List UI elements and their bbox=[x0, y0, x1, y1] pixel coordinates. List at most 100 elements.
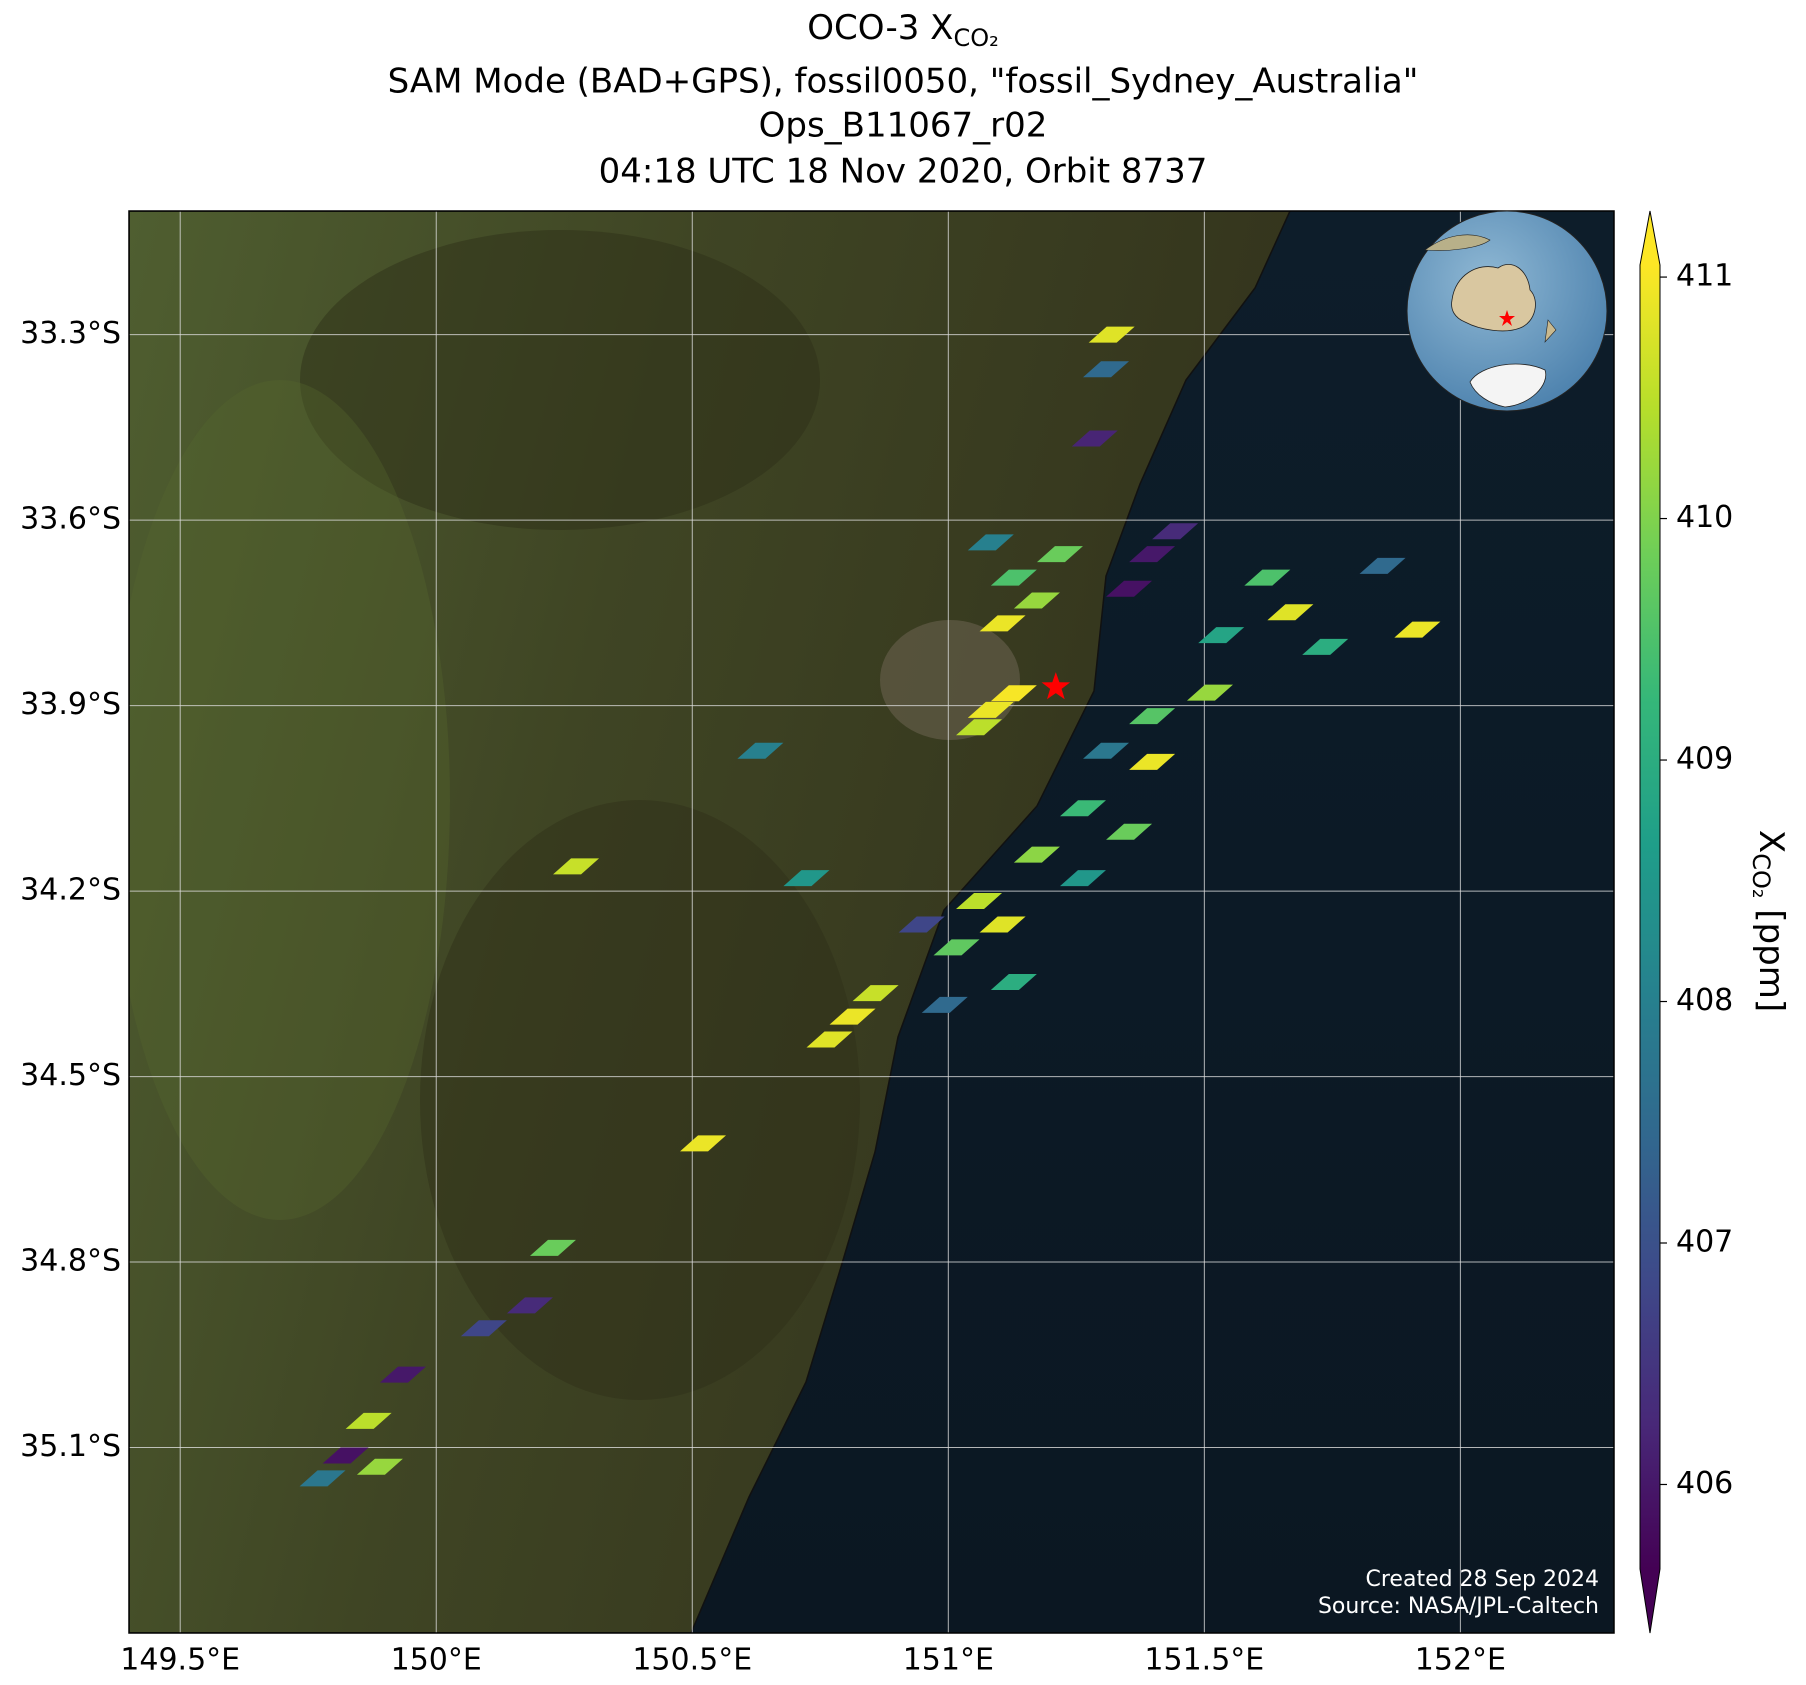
colorbar-label-unit: [ppm] bbox=[1752, 898, 1792, 1012]
globe-inset bbox=[1406, 210, 1608, 412]
colorbar-tick-label: 406 bbox=[1676, 1466, 1733, 1501]
title-sub: CO₂ bbox=[953, 24, 998, 52]
sounding-cell bbox=[1083, 742, 1130, 759]
colorbar-tick-label: 410 bbox=[1676, 500, 1733, 535]
land bbox=[129, 211, 1291, 1633]
sounding-cell bbox=[737, 742, 784, 759]
colorbar-tick-label: 409 bbox=[1676, 742, 1733, 777]
colorbar: 406 407 408 409 410 411 bbox=[1639, 210, 1733, 1634]
sounding-cell bbox=[1359, 557, 1406, 574]
colorbar-tick-label: 411 bbox=[1676, 259, 1733, 294]
annotation: Source: NASA/JPL-Caltech bbox=[1318, 1594, 1599, 1619]
sounding-cell bbox=[1129, 753, 1176, 770]
sounding-cell bbox=[967, 534, 1014, 551]
colorbar-label-sub: CO₂ bbox=[1747, 853, 1775, 898]
subtitle: 04:18 UTC 18 Nov 2020, Orbit 8737 bbox=[599, 152, 1208, 192]
sounding-cell bbox=[299, 1470, 346, 1487]
sounding-cell bbox=[829, 1008, 876, 1025]
y-tick-label: 34.2°S bbox=[20, 873, 121, 908]
sounding-cell bbox=[1106, 823, 1153, 840]
sounding-cell bbox=[956, 719, 1003, 736]
sounding-cell bbox=[1036, 546, 1083, 563]
sounding-cell bbox=[680, 1135, 727, 1152]
subtitle: Ops_B11067_r02 bbox=[759, 106, 1048, 146]
colorbar-extend-min bbox=[1640, 1569, 1660, 1633]
sounding-cell bbox=[806, 1031, 853, 1048]
terrain-shade bbox=[129, 380, 450, 1220]
sounding-cell bbox=[460, 1320, 507, 1337]
sounding-cell bbox=[956, 892, 1003, 909]
sounding-cell bbox=[1013, 592, 1060, 609]
sounding-cell bbox=[1129, 546, 1176, 563]
colorbar-tick-label: 408 bbox=[1676, 983, 1733, 1018]
colorbar-body bbox=[1640, 265, 1660, 1569]
chart-title: OCO-3 XCO₂ bbox=[807, 8, 999, 53]
title-main: OCO-3 X bbox=[807, 8, 953, 48]
y-tick-label: 33.3°S bbox=[20, 316, 121, 351]
sounding-cell bbox=[1244, 569, 1291, 586]
colorbar-label: XCO₂ [ppm] bbox=[1747, 830, 1792, 1012]
sounding-cell bbox=[990, 973, 1037, 990]
sounding-cell bbox=[1186, 684, 1233, 701]
annotation: Created 28 Sep 2024 bbox=[1366, 1567, 1600, 1592]
soundings bbox=[299, 326, 1441, 1487]
sounding-cell bbox=[1129, 708, 1176, 725]
antarctica bbox=[1469, 363, 1547, 408]
urban-area bbox=[880, 620, 1020, 740]
colorbar-extend-max bbox=[1640, 211, 1660, 265]
sounding-cell bbox=[379, 1366, 426, 1383]
sounding-cell bbox=[1059, 800, 1106, 817]
sounding-cell bbox=[1302, 638, 1349, 655]
x-tick-label: 151°E bbox=[903, 1643, 994, 1678]
sounding-cell bbox=[1013, 846, 1060, 863]
sounding-cell bbox=[979, 615, 1026, 632]
x-tick-label: 150.5°E bbox=[632, 1643, 752, 1678]
sounding-cell bbox=[1059, 870, 1106, 887]
sounding-cell bbox=[1071, 430, 1118, 447]
sounding-cell bbox=[553, 858, 600, 875]
subtitle: SAM Mode (BAD+GPS), fossil0050, "fossil_… bbox=[388, 62, 1419, 102]
globe-target bbox=[1499, 310, 1515, 326]
sounding-cell bbox=[921, 996, 968, 1013]
sounding-cell bbox=[933, 939, 980, 956]
sounding-cell bbox=[990, 569, 1037, 586]
terrain-shade bbox=[300, 230, 820, 530]
sounding-cell bbox=[1152, 523, 1199, 540]
y-tick-label: 34.5°S bbox=[20, 1058, 121, 1093]
sounding-cell bbox=[1088, 326, 1135, 343]
new-zealand bbox=[1544, 319, 1557, 343]
terrain-shade bbox=[420, 800, 860, 1400]
basemap bbox=[129, 211, 1614, 1633]
sounding-cell bbox=[990, 685, 1037, 702]
sounding-cell bbox=[345, 1412, 392, 1429]
australia bbox=[1451, 264, 1536, 332]
sounding-cell bbox=[356, 1458, 403, 1475]
sounding-cell bbox=[967, 701, 1014, 718]
sounding-cell bbox=[1106, 580, 1153, 597]
sounding-cell bbox=[1267, 604, 1314, 621]
y-tick-label: 34.8°S bbox=[20, 1244, 121, 1279]
x-tick-label: 150°E bbox=[391, 1643, 482, 1678]
sounding-cell bbox=[852, 985, 899, 1002]
sounding-cell bbox=[979, 916, 1026, 933]
sounding-cell bbox=[1198, 627, 1245, 644]
sounding-cell bbox=[783, 870, 830, 887]
y-tick-label: 35.1°S bbox=[20, 1429, 121, 1464]
map-frame bbox=[128, 210, 1615, 1634]
sounding-cell bbox=[529, 1239, 576, 1256]
grid bbox=[129, 211, 1614, 1633]
sounding-cell bbox=[1083, 361, 1130, 378]
sounding-cell bbox=[506, 1297, 553, 1314]
colorbar-label-main: X bbox=[1752, 830, 1792, 853]
x-tick-label: 151.5°E bbox=[1144, 1643, 1264, 1678]
asia bbox=[1424, 234, 1491, 251]
colorbar-tick-label: 407 bbox=[1676, 1225, 1733, 1260]
sounding-cell bbox=[1394, 621, 1441, 638]
target-star bbox=[1041, 672, 1071, 700]
sounding-cell bbox=[322, 1447, 369, 1464]
overlay: 149.5°E 150°E 150.5°E 151°E 151.5°E 152°E 33.3… bbox=[20, 316, 1506, 1677]
colorbar-outline bbox=[1639, 210, 1661, 1634]
sounding-cell bbox=[898, 916, 945, 933]
y-tick-label: 33.9°S bbox=[20, 687, 121, 722]
